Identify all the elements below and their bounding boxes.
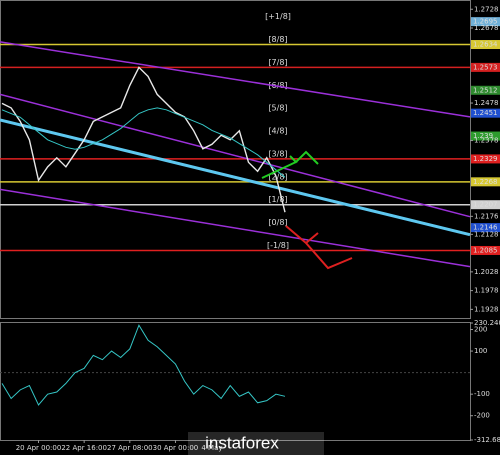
y-tick-label: 1.2028 <box>474 268 499 276</box>
level-label: [1/8] <box>268 195 287 204</box>
level-label: [2/8] <box>268 172 287 181</box>
x-tick-label: 22 Apr 16:00 <box>61 444 107 452</box>
y-tick-label: 1.1978 <box>474 287 499 295</box>
level-price: 1.2573 <box>473 63 498 71</box>
y-tick-label: 1.2728 <box>474 5 499 13</box>
level-label: [-1/8] <box>267 241 289 250</box>
indicator-tick-label: -100 <box>474 390 490 398</box>
level-price-box <box>471 131 500 141</box>
level-label: [+1/8] <box>265 12 291 21</box>
level-price-box <box>471 154 500 164</box>
price-line <box>1 66 286 213</box>
down-arrow <box>285 225 353 270</box>
level-price: 1.2207 <box>473 201 498 209</box>
level-price-box <box>471 62 500 72</box>
level-price-box <box>471 245 500 255</box>
level-price-box <box>471 108 500 118</box>
watermark-box <box>188 432 324 455</box>
indicator-tick-label: -200 <box>474 412 490 420</box>
indicator-tick-label: -312.682 <box>474 436 500 444</box>
x-tick-label: 20 Apr 00:00 <box>16 444 62 452</box>
indicator-tick-label: 200 <box>474 326 487 334</box>
y-tick-label: 1.2478 <box>474 99 499 107</box>
level-price-box <box>471 177 500 187</box>
indicator-tick-label: 100 <box>474 347 487 355</box>
trendline <box>0 93 471 218</box>
level-price-box <box>471 200 500 210</box>
price-line <box>1 107 286 178</box>
level-label: [8/8] <box>268 35 287 44</box>
trendline <box>0 188 471 268</box>
level-price-box <box>471 40 500 50</box>
level-price-box <box>471 223 500 233</box>
y-tick-label: 1.2378 <box>474 137 499 145</box>
level-price-box <box>471 85 500 95</box>
level-price: 1.2695 <box>473 18 498 26</box>
level-label: [0/8] <box>268 218 287 227</box>
indicator-tick-label: 230.2403 <box>474 319 500 327</box>
x-tick-label: 27 Apr 08:00 <box>107 444 153 452</box>
level-price-box <box>471 17 500 27</box>
watermark: instaforex <box>205 433 279 452</box>
x-tick-label: 30 Apr 00:00 <box>153 444 199 452</box>
trendline <box>0 41 471 118</box>
indicator-line <box>1 324 286 406</box>
level-label: [4/8] <box>268 127 287 136</box>
y-tick-label: 1.2128 <box>474 230 499 238</box>
level-price: 1.2451 <box>473 109 498 117</box>
y-tick-label: 1.2678 <box>474 24 499 32</box>
level-label: [7/8] <box>268 58 287 67</box>
level-label: [6/8] <box>268 81 287 90</box>
level-price: 1.2634 <box>473 41 498 49</box>
level-price: 1.2268 <box>473 178 498 186</box>
level-price: 1.2512 <box>473 86 498 94</box>
trendline <box>0 118 471 237</box>
y-tick-label: 1.2176 <box>474 212 499 220</box>
level-price: 1.2329 <box>473 155 498 163</box>
up-arrow <box>261 150 319 179</box>
level-price: 1.2146 <box>473 224 498 232</box>
level-price: 1.239 <box>473 132 493 140</box>
level-label: [5/8] <box>268 104 287 113</box>
level-label: [3/8] <box>268 149 287 158</box>
indicator-panel <box>0 322 471 441</box>
level-price: 1.2085 <box>473 246 498 254</box>
x-tick-label: 4 May <box>201 444 222 452</box>
y-tick-label: 1.1928 <box>474 305 499 313</box>
